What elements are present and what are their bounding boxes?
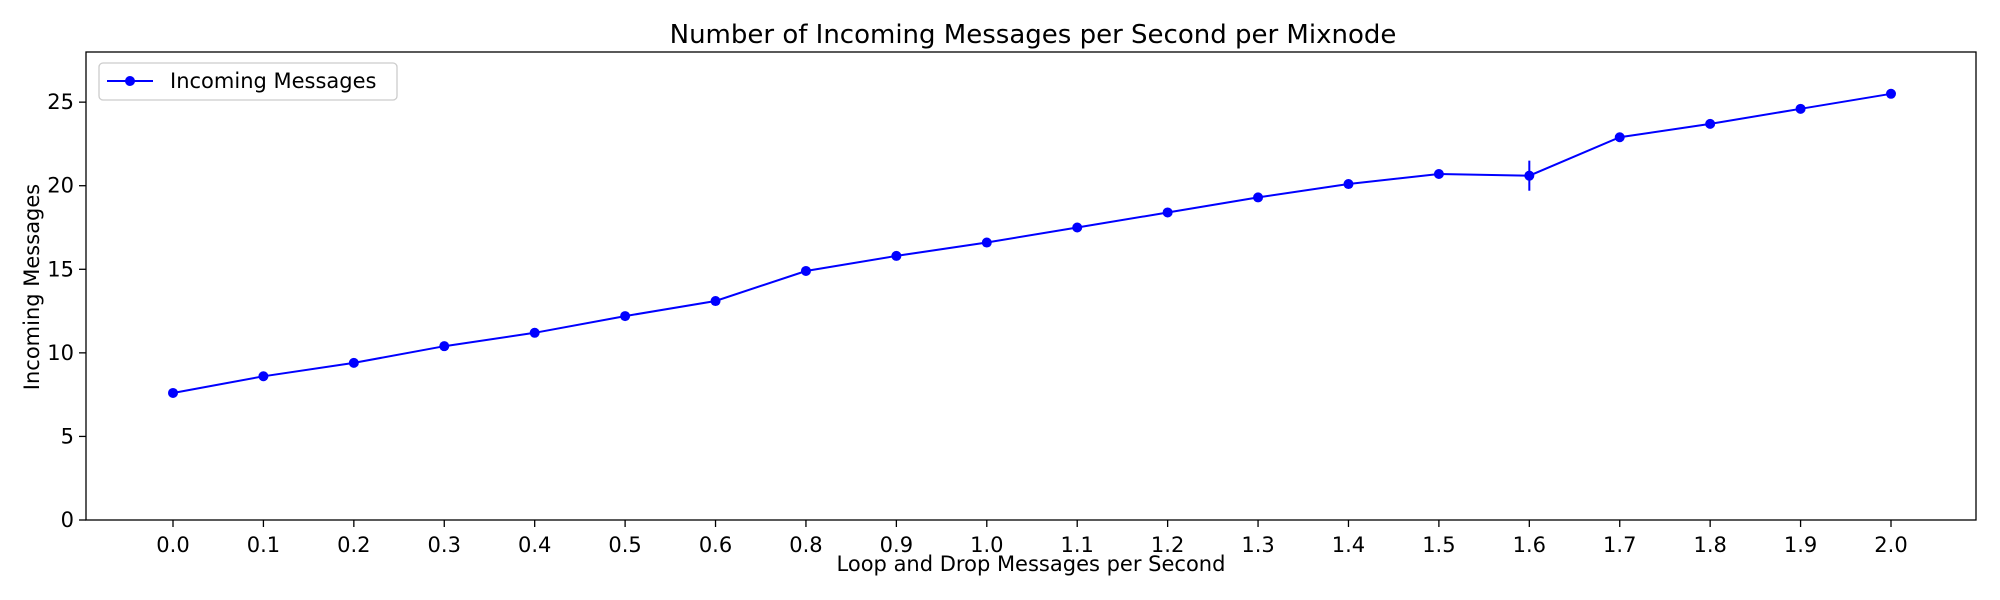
x-tick-label: 1.1 bbox=[1061, 533, 1094, 557]
y-tick-label: 0 bbox=[61, 508, 74, 532]
data-point bbox=[1162, 207, 1173, 218]
legend: Incoming Messages bbox=[98, 62, 398, 101]
y-tick-label: 20 bbox=[47, 174, 74, 198]
x-tick-label: 0.0 bbox=[156, 533, 189, 557]
x-tick-label: 1.4 bbox=[1332, 533, 1365, 557]
data-point bbox=[1795, 103, 1806, 114]
y-tick-label: 15 bbox=[47, 257, 74, 281]
x-tick-label: 1.0 bbox=[970, 533, 1003, 557]
x-tick-label: 1.3 bbox=[1241, 533, 1274, 557]
data-point bbox=[620, 311, 631, 322]
series-line bbox=[172, 92, 1892, 394]
legend-marker bbox=[125, 76, 135, 86]
y-tick-label: 10 bbox=[47, 341, 74, 365]
x-tick-label: 0.2 bbox=[337, 533, 370, 557]
x-tick-label: 1.8 bbox=[1693, 533, 1726, 557]
data-point bbox=[1343, 179, 1354, 190]
x-axis: 0.0 0.1 0.2 0.3 0.4 0.5 0.6 0.8 0.9 1.0 1.1 1.2 1.3 1… bbox=[156, 520, 1908, 557]
data-point bbox=[891, 250, 902, 261]
data-point bbox=[1253, 192, 1264, 203]
data-point bbox=[1886, 88, 1896, 99]
data-point bbox=[348, 357, 359, 368]
data-point bbox=[439, 341, 450, 352]
data-point bbox=[1524, 170, 1535, 181]
legend-box bbox=[98, 62, 398, 101]
data-point bbox=[168, 387, 178, 398]
x-tick-label: 1.6 bbox=[1513, 533, 1546, 557]
data-point bbox=[981, 237, 992, 248]
y-axis-label: Incoming Messages bbox=[20, 184, 44, 390]
x-tick-label: 0.8 bbox=[789, 533, 822, 557]
data-point bbox=[710, 296, 721, 307]
x-tick-label: 1.9 bbox=[1784, 533, 1817, 557]
data-point bbox=[529, 327, 540, 338]
x-tick-label: 0.4 bbox=[518, 533, 551, 557]
y-tick-label: 25 bbox=[47, 90, 74, 114]
x-tick-label: 1.5 bbox=[1422, 533, 1455, 557]
x-tick-label: 2.0 bbox=[1874, 533, 1907, 557]
plot-area bbox=[85, 51, 1977, 521]
x-tick-label: 1.2 bbox=[1151, 533, 1184, 557]
data-point bbox=[1705, 118, 1716, 129]
data-point bbox=[1433, 169, 1444, 180]
data-point bbox=[1614, 132, 1625, 143]
data-point bbox=[1072, 222, 1083, 233]
y-axis: 0 5 10 15 20 25 bbox=[47, 90, 86, 532]
y-tick-label: 5 bbox=[61, 424, 74, 448]
data-point bbox=[800, 265, 811, 276]
x-tick-label: 0.1 bbox=[247, 533, 280, 557]
chart-title: Number of Incoming Messages per Second p… bbox=[670, 20, 1397, 50]
x-tick-label: 0.9 bbox=[880, 533, 913, 557]
x-axis-label: Loop and Drop Messages per Second bbox=[837, 552, 1226, 576]
x-tick-label: 1.7 bbox=[1603, 533, 1636, 557]
legend-label: Incoming Messages bbox=[170, 69, 376, 93]
data-point bbox=[258, 371, 269, 382]
x-tick-label: 0.6 bbox=[699, 533, 732, 557]
series-layer bbox=[168, 88, 1896, 398]
x-tick-label: 0.3 bbox=[428, 533, 461, 557]
x-tick-label: 0.5 bbox=[608, 533, 641, 557]
